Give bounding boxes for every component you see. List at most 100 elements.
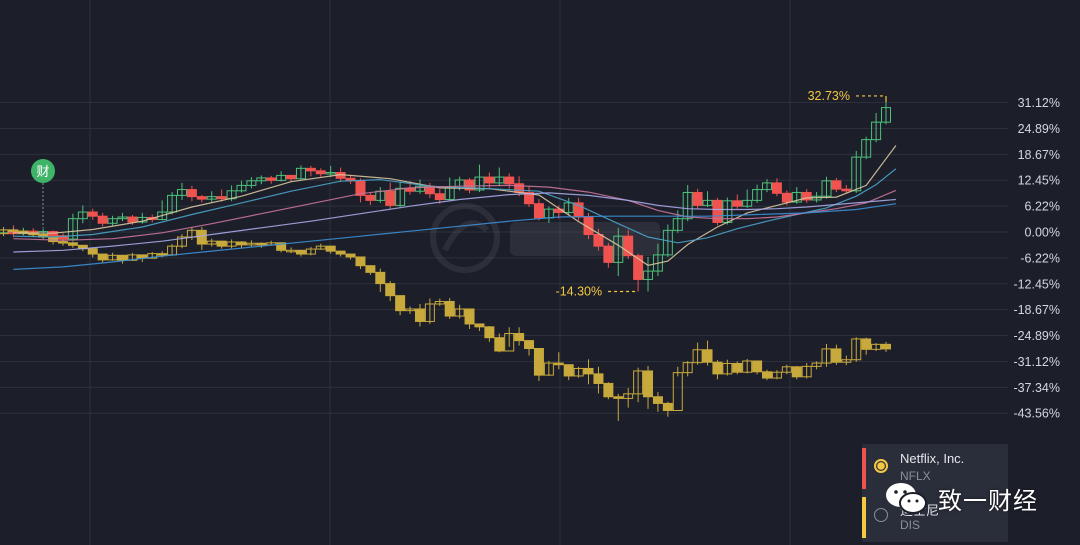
candle-body[interactable] bbox=[77, 211, 88, 220]
candle-body[interactable] bbox=[682, 191, 693, 220]
candle-body[interactable] bbox=[236, 184, 247, 192]
candle-body[interactable] bbox=[494, 337, 505, 352]
candle-body[interactable] bbox=[613, 396, 624, 399]
candle-body[interactable] bbox=[167, 194, 178, 213]
candle-body[interactable] bbox=[434, 193, 445, 201]
candle-body[interactable] bbox=[295, 249, 306, 255]
candle-body[interactable] bbox=[444, 300, 455, 317]
candle-body[interactable] bbox=[573, 367, 584, 377]
candle-body[interactable] bbox=[851, 338, 862, 361]
candle-body[interactable] bbox=[524, 340, 535, 349]
candle-body[interactable] bbox=[305, 167, 316, 172]
candle-body[interactable] bbox=[861, 338, 872, 350]
candle-body[interactable] bbox=[791, 191, 802, 203]
candle-body[interactable] bbox=[325, 172, 336, 175]
candle-body[interactable] bbox=[692, 349, 703, 364]
candle-body[interactable] bbox=[593, 373, 604, 384]
candle-body[interactable] bbox=[722, 362, 733, 375]
candle-body[interactable] bbox=[395, 295, 406, 312]
candle-body[interactable] bbox=[365, 194, 376, 201]
candle-body[interactable] bbox=[742, 199, 753, 207]
candle-body[interactable] bbox=[206, 196, 217, 200]
candle-body[interactable] bbox=[226, 241, 237, 247]
candle-body[interactable] bbox=[454, 308, 465, 317]
candle-body[interactable] bbox=[276, 242, 287, 251]
candle-body[interactable] bbox=[791, 366, 802, 378]
candle-body[interactable] bbox=[514, 333, 525, 342]
candle-body[interactable] bbox=[355, 256, 366, 267]
candle-body[interactable] bbox=[157, 253, 168, 256]
candle-body[interactable] bbox=[424, 303, 435, 322]
candle-body[interactable] bbox=[414, 185, 425, 192]
candle-body[interactable] bbox=[841, 359, 852, 363]
candle-body[interactable] bbox=[117, 216, 128, 220]
candle-body[interactable] bbox=[325, 245, 336, 252]
candle-body[interactable] bbox=[57, 241, 68, 244]
candle-body[interactable] bbox=[662, 402, 673, 411]
candle-body[interactable] bbox=[771, 182, 782, 194]
candle-body[interactable] bbox=[414, 308, 425, 322]
candle-body[interactable] bbox=[147, 253, 158, 259]
candle-body[interactable] bbox=[286, 249, 297, 253]
candle-body[interactable] bbox=[97, 215, 108, 224]
candle-body[interactable] bbox=[563, 364, 574, 377]
radio-selected-icon[interactable] bbox=[874, 459, 888, 473]
candle-body[interactable] bbox=[315, 245, 326, 250]
candle-body[interactable] bbox=[762, 182, 773, 191]
candle-body[interactable] bbox=[563, 202, 574, 213]
candle-body[interactable] bbox=[633, 255, 644, 280]
candle-body[interactable] bbox=[484, 176, 495, 184]
candle-body[interactable] bbox=[107, 218, 118, 224]
candle-body[interactable] bbox=[157, 211, 168, 221]
candle-body[interactable] bbox=[841, 188, 852, 192]
candle-body[interactable] bbox=[127, 254, 138, 261]
candle-body[interactable] bbox=[405, 308, 416, 312]
candle-body[interactable] bbox=[553, 362, 564, 366]
candle-body[interactable] bbox=[206, 240, 217, 245]
candle-body[interactable] bbox=[504, 176, 515, 185]
candle-body[interactable] bbox=[67, 242, 78, 246]
candle-body[interactable] bbox=[8, 229, 19, 232]
candle-body[interactable] bbox=[196, 229, 207, 245]
candle-body[interactable] bbox=[474, 323, 485, 328]
candle-body[interactable] bbox=[276, 174, 287, 181]
candle-body[interactable] bbox=[117, 254, 128, 261]
candle-body[interactable] bbox=[732, 200, 743, 207]
candle-body[interactable] bbox=[533, 347, 544, 376]
event-badge-icon[interactable] bbox=[31, 159, 55, 183]
candle-body[interactable] bbox=[633, 370, 644, 395]
candle-body[interactable] bbox=[583, 367, 594, 375]
candle-body[interactable] bbox=[871, 121, 882, 141]
candle-body[interactable] bbox=[702, 199, 713, 206]
candle-body[interactable] bbox=[762, 371, 773, 379]
candle-body[interactable] bbox=[831, 180, 842, 190]
candle-body[interactable] bbox=[801, 191, 812, 201]
candle-body[interactable] bbox=[623, 393, 634, 399]
candle-body[interactable] bbox=[57, 235, 68, 240]
candle-body[interactable] bbox=[464, 308, 475, 325]
candle-body[interactable] bbox=[781, 192, 792, 203]
candle-body[interactable] bbox=[524, 191, 535, 205]
candle-body[interactable] bbox=[87, 211, 98, 217]
candle-body[interactable] bbox=[752, 360, 763, 373]
candle-body[interactable] bbox=[603, 245, 614, 263]
candle-body[interactable] bbox=[315, 170, 326, 175]
candle-body[interactable] bbox=[395, 187, 406, 206]
candle-body[interactable] bbox=[186, 189, 197, 198]
candle-body[interactable] bbox=[652, 396, 663, 404]
candle-body[interactable] bbox=[801, 365, 812, 378]
candle-body[interactable] bbox=[752, 189, 763, 201]
candle-body[interactable] bbox=[216, 240, 227, 247]
candle-body[interactable] bbox=[643, 370, 654, 398]
candle-body[interactable] bbox=[712, 199, 723, 223]
candle-body[interactable] bbox=[97, 253, 108, 261]
candle-body[interactable] bbox=[196, 196, 207, 200]
candle-body[interactable] bbox=[781, 366, 792, 373]
candle-body[interactable] bbox=[176, 189, 187, 196]
candle-body[interactable] bbox=[464, 179, 475, 191]
candle-body[interactable] bbox=[702, 349, 713, 363]
candle-body[interactable] bbox=[821, 180, 832, 197]
candle-body[interactable] bbox=[613, 235, 624, 263]
legend-item-nflx[interactable]: Netflix, Inc. NFLX bbox=[862, 444, 1008, 493]
candle-body[interactable] bbox=[107, 254, 118, 261]
